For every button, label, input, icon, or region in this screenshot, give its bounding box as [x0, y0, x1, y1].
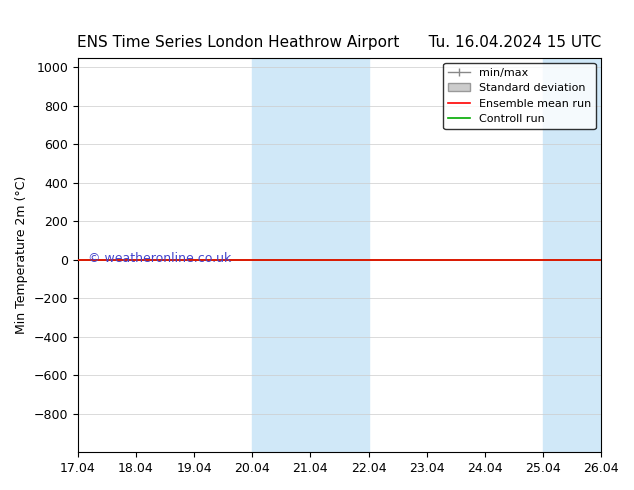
- Bar: [252, 58, 368, 452]
- Y-axis label: Min Temperature 2m (°C): Min Temperature 2m (°C): [15, 176, 28, 334]
- Title: ENS Time Series London Heathrow Airport      Tu. 16.04.2024 15 UTC: ENS Time Series London Heathrow Airport …: [77, 35, 602, 49]
- Bar: [543, 58, 601, 452]
- Legend: min/max, Standard deviation, Ensemble mean run, Controll run: min/max, Standard deviation, Ensemble me…: [443, 63, 595, 129]
- Text: © weatheronline.co.uk: © weatheronline.co.uk: [88, 252, 231, 266]
